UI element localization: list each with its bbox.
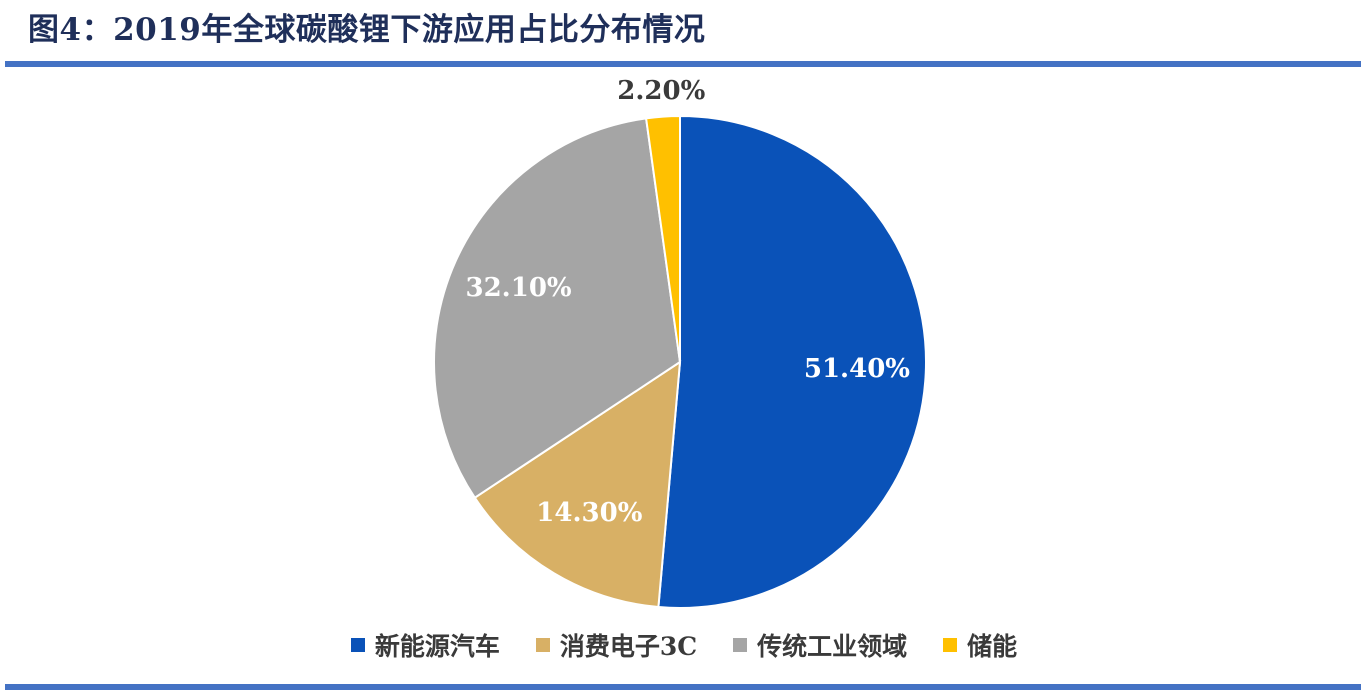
pie-slice xyxy=(433,117,682,500)
chart-title: 图4：2019年全球碳酸锂下游应用占比分布情况 xyxy=(28,12,706,48)
slice-data-label: 32.10% xyxy=(466,273,572,303)
legend-label: 传统工业领域 xyxy=(757,632,908,661)
pie-chart: 51.40% 14.30% 32.10% 2.20% xyxy=(433,76,927,609)
legend-item: 储能 xyxy=(943,627,1017,663)
legend-item: 传统工业领域 xyxy=(733,627,907,663)
legend-swatch xyxy=(733,638,748,652)
legend-label: 消费电子3C xyxy=(559,632,698,661)
legend-item: 消费电子3C xyxy=(535,627,698,663)
bottom-divider xyxy=(5,684,1361,690)
legend-label: 储能 xyxy=(967,632,1018,661)
legend-swatch xyxy=(535,638,550,652)
slice-data-label: 2.20% xyxy=(617,76,705,106)
top-divider xyxy=(5,61,1361,67)
legend: 新能源汽车 消费电子3C 传统工业领域 储能 xyxy=(0,627,1368,663)
pie-slice xyxy=(644,114,681,363)
slice-data-label: 51.40% xyxy=(804,354,910,384)
legend-swatch xyxy=(350,638,365,652)
legend-item: 新能源汽车 xyxy=(350,627,500,663)
pie-slice xyxy=(473,360,682,609)
legend-label: 新能源汽车 xyxy=(374,632,500,661)
slice-data-label: 14.30% xyxy=(536,498,642,528)
legend-swatch xyxy=(943,638,958,652)
pie-slice xyxy=(657,114,927,609)
